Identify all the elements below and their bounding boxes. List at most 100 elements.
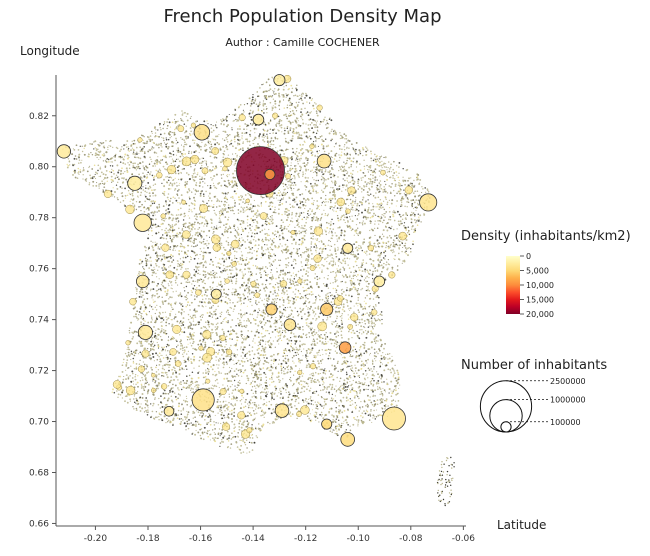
commune-dot (205, 273, 207, 276)
commune-dot (405, 248, 408, 250)
commune-dot (143, 168, 146, 171)
commune-dot (307, 271, 309, 273)
commune-dot (370, 174, 372, 176)
commune-dot (239, 399, 242, 402)
commune-dot (155, 129, 157, 131)
commune-dot (337, 219, 340, 222)
commune-dot (395, 379, 398, 382)
commune-dot (260, 257, 262, 259)
commune-dot (226, 404, 228, 406)
commune-dot (329, 173, 332, 176)
commune-dot (174, 177, 176, 180)
commune-dot (344, 281, 347, 284)
commune-dot (315, 103, 317, 105)
commune-dot (314, 315, 316, 317)
commune-dot (182, 419, 184, 421)
commune-dot (98, 183, 100, 186)
commune-dot (332, 260, 335, 263)
commune-dot (216, 340, 218, 342)
commune-dot (386, 175, 388, 177)
commune-dot (383, 358, 386, 361)
commune-dot (179, 340, 181, 343)
commune-dot (337, 217, 339, 220)
commune-dot (343, 257, 346, 260)
commune-dot (249, 144, 251, 147)
commune-dot (227, 179, 230, 182)
commune-dot (190, 360, 193, 363)
commune-dot (75, 158, 78, 160)
commune-dot (223, 292, 226, 294)
commune-dot (353, 283, 356, 286)
commune-dot (176, 268, 178, 271)
commune-dot (350, 202, 352, 205)
commune-dot (186, 181, 189, 183)
commune-dot (178, 418, 181, 420)
commune-dot (254, 342, 256, 344)
commune-dot (358, 244, 360, 247)
commune-dot (228, 437, 230, 439)
commune-dot (341, 292, 343, 295)
commune-dot (347, 194, 349, 197)
commune-dot (340, 206, 343, 209)
commune-dot (377, 373, 379, 375)
commune-dot (200, 428, 203, 430)
commune-dot (385, 399, 388, 402)
commune-dot (283, 349, 285, 352)
commune-dot (141, 323, 143, 325)
commune-dot (143, 310, 145, 313)
commune-dot (207, 320, 209, 322)
commune-dot (295, 260, 297, 262)
commune-dot (337, 335, 339, 337)
commune-dot (150, 416, 152, 419)
commune-dot (355, 381, 358, 384)
commune-dot (330, 199, 332, 202)
commune-dot (278, 194, 281, 197)
commune-dot (297, 289, 300, 292)
commune-dot (306, 415, 309, 417)
commune-dot (226, 186, 229, 188)
commune-dot (206, 422, 208, 424)
commune-dot (376, 371, 378, 373)
commune-dot (356, 208, 358, 211)
commune-dot (250, 248, 252, 251)
commune-dot (392, 174, 394, 177)
commune-dot (400, 189, 402, 191)
commune-dot (81, 150, 84, 153)
commune-dot (330, 388, 333, 391)
commune-dot (270, 276, 273, 279)
commune-dot (209, 337, 212, 339)
commune-dot (246, 138, 248, 141)
commune-dot (233, 411, 236, 414)
commune-dot (198, 241, 201, 243)
commune-dot (198, 152, 200, 154)
commune-dot (110, 178, 113, 181)
commune-dot (412, 192, 415, 194)
commune-dot (335, 210, 337, 213)
commune-dot (286, 164, 288, 166)
commune-dot (272, 380, 275, 383)
commune-dot (286, 384, 288, 387)
commune-dot (361, 314, 363, 316)
commune-dot (289, 104, 291, 107)
commune-dot (352, 346, 355, 348)
commune-dot (294, 339, 296, 342)
commune-dot (211, 341, 214, 343)
commune-dot (246, 124, 248, 126)
commune-dot (218, 371, 220, 373)
commune-dot (177, 233, 180, 236)
commune-dot (228, 347, 231, 349)
commune-dot (168, 381, 171, 384)
commune-dot (156, 358, 159, 361)
commune-dot (233, 119, 235, 122)
commune-dot (169, 182, 172, 184)
commune-dot (314, 170, 317, 173)
commune-dot (309, 226, 311, 229)
commune-dot (237, 144, 239, 146)
commune-dot (160, 289, 162, 292)
commune-dot (237, 384, 240, 387)
commune-dot (145, 292, 147, 294)
commune-dot (314, 371, 317, 374)
commune-dot (383, 188, 386, 191)
commune-dot (127, 346, 130, 349)
